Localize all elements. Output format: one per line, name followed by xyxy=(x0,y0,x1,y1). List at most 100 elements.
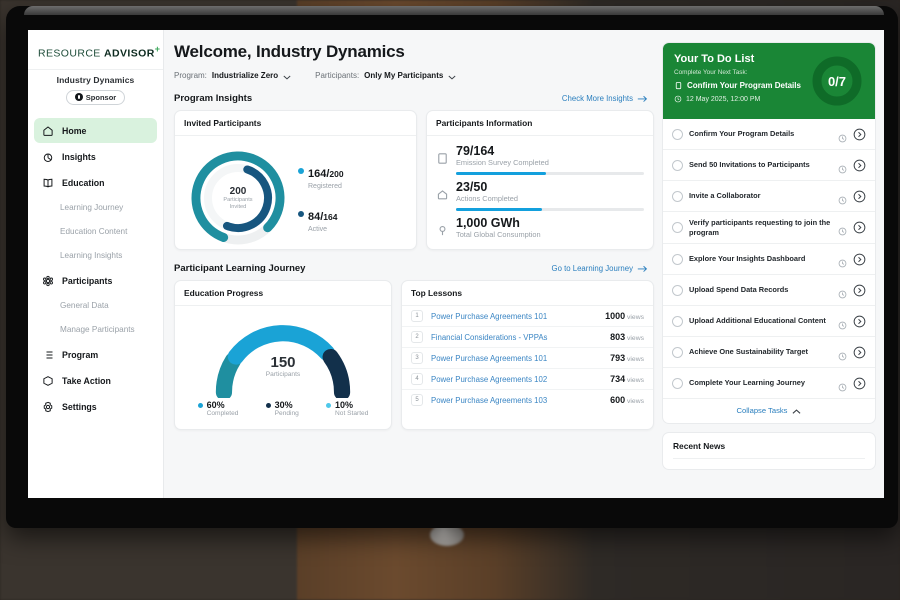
info-row-emission-survey: 79/164 Emission Survey Completed xyxy=(436,144,644,175)
sponsor-badge[interactable]: Sponsor xyxy=(65,89,126,105)
task-go-button[interactable] xyxy=(853,190,866,203)
clock-icon xyxy=(838,223,847,236)
task-go-button[interactable] xyxy=(853,159,866,172)
task-checkbox[interactable] xyxy=(672,128,683,140)
todo-task-row[interactable]: Verify participants requesting to join t… xyxy=(663,212,875,245)
sidebar-item-learning-journey[interactable]: Learning Journey xyxy=(34,196,157,219)
sidebar-item-program[interactable]: Program xyxy=(34,342,157,367)
sidebar-item-home[interactable]: Home xyxy=(34,118,157,143)
education-gauge-chart: 150 Participants xyxy=(184,318,382,398)
progress-bar xyxy=(456,172,644,175)
gear-icon xyxy=(42,401,54,413)
progress-bar xyxy=(456,208,644,211)
home-icon xyxy=(42,125,54,137)
todo-task-row[interactable]: Complete Your Learning Journey xyxy=(663,368,875,400)
info-caption: Emission Survey Completed xyxy=(456,158,549,168)
chevron-down-icon xyxy=(448,73,456,80)
todo-title: Your To Do List xyxy=(674,53,755,65)
clock-icon xyxy=(838,161,847,173)
task-checkbox[interactable] xyxy=(672,190,683,202)
sidebar-item-learning-insights[interactable]: Learning Insights xyxy=(34,244,157,267)
org-name: Industry Dynamics xyxy=(56,74,135,85)
sidebar-subitem-label: Learning Journey xyxy=(60,203,124,212)
legend-caption: Pending xyxy=(274,410,299,417)
task-label: Upload Additional Educational Content xyxy=(689,316,826,326)
sidebar-item-manage-participants[interactable]: Manage Participants xyxy=(34,318,157,341)
invited-participants-title: Invited Participants xyxy=(175,111,416,136)
participants-filter[interactable]: Participants: Only My Participants xyxy=(315,71,456,80)
todo-task-row[interactable]: Upload Spend Data Records xyxy=(663,275,875,307)
lesson-row[interactable]: 5 Power Purchase Agreements 103 600 view… xyxy=(402,390,653,410)
legend-item-active: 84/164 Active xyxy=(298,207,344,233)
program-filter[interactable]: Program: Industrialize Zero xyxy=(174,71,291,80)
learning-journey-title: Participant Learning Journey xyxy=(174,263,306,274)
lesson-rank: 3 xyxy=(411,352,423,364)
gauge-legend-item-completed: 60% Completed xyxy=(197,400,238,417)
sidebar-item-take-action[interactable]: Take Action xyxy=(34,368,157,393)
task-go-button[interactable] xyxy=(853,377,866,390)
task-go-button[interactable] xyxy=(853,253,866,266)
education-progress-card: Education Progress xyxy=(174,280,392,430)
task-label: Send 50 Invitations to Participants xyxy=(689,160,810,170)
sidebar-item-label: Insights xyxy=(62,151,96,162)
task-go-button[interactable] xyxy=(853,128,866,141)
lesson-title[interactable]: Power Purchase Agreements 101 xyxy=(431,353,548,363)
lesson-views: 803 views xyxy=(610,332,644,342)
task-go-button[interactable] xyxy=(853,346,866,359)
sidebar-item-insights[interactable]: Insights xyxy=(34,144,157,169)
gauge-center-label: 150 Participants xyxy=(184,354,382,378)
recent-news-title: Recent News xyxy=(673,441,865,460)
task-go-button[interactable] xyxy=(853,315,866,328)
todo-task-row[interactable]: Invite a Collaborator xyxy=(663,181,875,212)
sidebar-item-participants[interactable]: Participants xyxy=(34,268,157,293)
collapse-tasks-button[interactable]: Collapse Tasks xyxy=(663,399,875,423)
lesson-title[interactable]: Financial Considerations - VPPAs xyxy=(431,332,548,342)
go-to-learning-journey-link[interactable]: Go to Learning Journey xyxy=(552,264,649,273)
arrow-right-icon xyxy=(637,95,648,103)
sidebar-item-general-data[interactable]: General Data xyxy=(34,294,157,317)
legend-caption: Registered xyxy=(308,182,342,190)
todo-task-row[interactable]: Achieve One Sustainability Target xyxy=(663,337,875,369)
task-label: Invite a Collaborator xyxy=(689,191,761,201)
task-checkbox[interactable] xyxy=(672,315,683,327)
task-go-button[interactable] xyxy=(853,284,866,297)
right-column: Your To Do List Complete Your Next Task:… xyxy=(662,42,884,498)
todo-next-task[interactable]: Confirm Your Program Details xyxy=(674,81,864,90)
todo-task-row[interactable]: Send 50 Invitations to Participants xyxy=(663,150,875,181)
task-go-button[interactable] xyxy=(853,221,866,234)
task-checkbox[interactable] xyxy=(672,222,683,234)
lesson-row[interactable]: 1 Power Purchase Agreements 101 1000 vie… xyxy=(402,306,653,327)
sidebar-item-label: Participants xyxy=(62,275,113,286)
sidebar-item-education-content[interactable]: Education Content xyxy=(34,220,157,243)
legend-pct: 60% xyxy=(206,400,225,410)
gauge-center-value: 150 xyxy=(270,354,296,371)
todo-task-row[interactable]: Explore Your Insights Dashboard xyxy=(663,244,875,276)
brand-part-2: ADVISOR xyxy=(104,47,155,60)
lesson-title[interactable]: Power Purchase Agreements 101 xyxy=(431,311,548,321)
task-checkbox[interactable] xyxy=(672,377,683,389)
sidebar-item-label: Settings xyxy=(62,401,97,412)
check-more-insights-link[interactable]: Check More Insights xyxy=(562,94,648,103)
todo-task-row[interactable]: Upload Additional Educational Content xyxy=(663,306,875,338)
lesson-row[interactable]: 2 Financial Considerations - VPPAs 803 v… xyxy=(402,327,653,348)
sidebar-item-settings[interactable]: Settings xyxy=(34,394,157,419)
lesson-rank: 5 xyxy=(411,394,423,406)
lesson-title[interactable]: Power Purchase Agreements 103 xyxy=(431,395,548,405)
invited-participants-body: 200 Participants Invited xyxy=(175,136,416,249)
clock-icon xyxy=(838,192,847,204)
lesson-title[interactable]: Power Purchase Agreements 102 xyxy=(431,374,548,384)
task-label: Achieve One Sustainability Target xyxy=(689,347,808,357)
gauge-legend-item-not-started: 10% Not Started xyxy=(326,400,368,417)
task-checkbox[interactable] xyxy=(672,284,683,296)
brand-logo[interactable]: RESOURCE ADVISOR+ xyxy=(28,38,163,69)
sidebar-item-education[interactable]: Education xyxy=(34,170,157,195)
lesson-row[interactable]: 3 Power Purchase Agreements 101 793 view… xyxy=(402,348,653,369)
lesson-row[interactable]: 4 Power Purchase Agreements 102 734 view… xyxy=(402,369,653,390)
task-checkbox[interactable] xyxy=(672,159,683,171)
todo-header: Your To Do List Complete Your Next Task:… xyxy=(663,43,875,119)
task-checkbox[interactable] xyxy=(672,346,683,358)
sidebar-item-label: Education xyxy=(62,177,105,188)
task-checkbox[interactable] xyxy=(672,253,683,265)
todo-task-row[interactable]: Confirm Your Program Details xyxy=(663,119,875,150)
participants-information-card: Participants Information 79/164 Emission… xyxy=(426,110,654,250)
